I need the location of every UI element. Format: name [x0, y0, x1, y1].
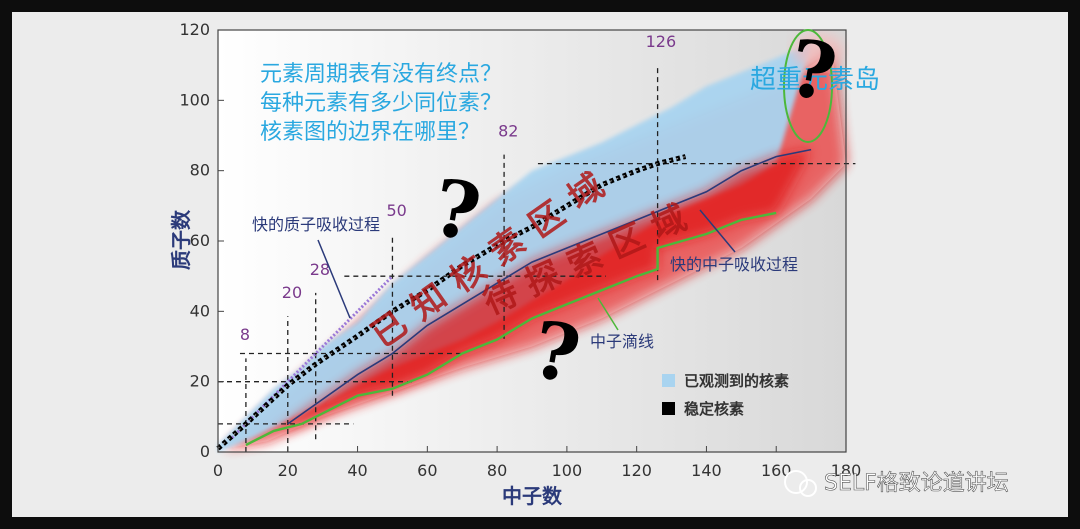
- y-tick-label-60: 60: [190, 231, 210, 250]
- y-axis-title: 质子数: [169, 209, 193, 270]
- neutron-capture-path: [287, 148, 812, 425]
- drip-line-label: 中子滴线: [590, 332, 654, 351]
- y-tick-label-0: 0: [200, 442, 210, 461]
- wechat-icon: [784, 470, 808, 494]
- predicted-core: [245, 149, 812, 445]
- y-tick-label-120: 120: [179, 20, 210, 39]
- x-tick-label-180: 180: [831, 461, 862, 480]
- x-tick-label-0: 0: [213, 461, 223, 480]
- x-tick-label-140: 140: [691, 461, 722, 480]
- watermark-text: SELF格致论道讲坛: [824, 471, 1009, 496]
- y-tick-label-80: 80: [190, 161, 210, 180]
- neutron-capture-label: 快的中子吸收过程: [670, 255, 798, 274]
- magic-number-label-82: 82: [498, 122, 518, 141]
- stable-nuclei-highlight: [217, 156, 686, 449]
- magic-number-label-20: 20: [282, 283, 302, 302]
- magic-number-label-126: 126: [646, 32, 677, 51]
- legend-swatch-observed: [662, 374, 675, 387]
- legend-swatch-stable: [662, 402, 675, 415]
- x-tick-label-20: 20: [278, 461, 298, 480]
- neutron-drip-line: [245, 211, 777, 447]
- x-tick-label-100: 100: [552, 461, 583, 480]
- x-tick-label-60: 60: [417, 461, 437, 480]
- y-tick-label-100: 100: [179, 90, 210, 109]
- magic-number-label-28: 28: [310, 260, 330, 279]
- x-tick-label-40: 40: [347, 461, 367, 480]
- legend-label-stable: 稳定核素: [684, 400, 744, 418]
- superheavy-island-outline: [783, 29, 833, 143]
- question-2: 每种元素有多少同位素？: [260, 91, 502, 116]
- magic-number-label-50: 50: [386, 201, 406, 220]
- magic-number-label-8: 8: [240, 325, 250, 344]
- question-1: 元素周期表有没有终点？: [260, 62, 502, 87]
- observed-nuclei-region: [218, 44, 812, 452]
- question-3: 核素图的边界在哪里？: [260, 120, 480, 145]
- neutron-capture-pointer: [699, 209, 736, 253]
- wechat-icon-small: [799, 479, 817, 497]
- y-tick-label-20: 20: [190, 372, 210, 391]
- proton-capture-label: 快的质子吸收过程: [252, 215, 380, 234]
- superheavy-island-glow: [792, 33, 845, 70]
- watermark: SELF格致论道讲坛: [784, 470, 1009, 497]
- proton-capture-pointer: [317, 239, 351, 319]
- x-axis-title: 中子数: [502, 484, 563, 508]
- x-tick-label-80: 80: [487, 461, 507, 480]
- y-tick-label-40: 40: [190, 301, 210, 320]
- superheavy-island-label: 超重元素岛: [750, 65, 880, 95]
- legend-label-observed: 已观测到的核素: [684, 372, 789, 390]
- x-tick-label-120: 120: [621, 461, 652, 480]
- x-tick-label-160: 160: [761, 461, 792, 480]
- drip-line-pointer: [597, 297, 619, 331]
